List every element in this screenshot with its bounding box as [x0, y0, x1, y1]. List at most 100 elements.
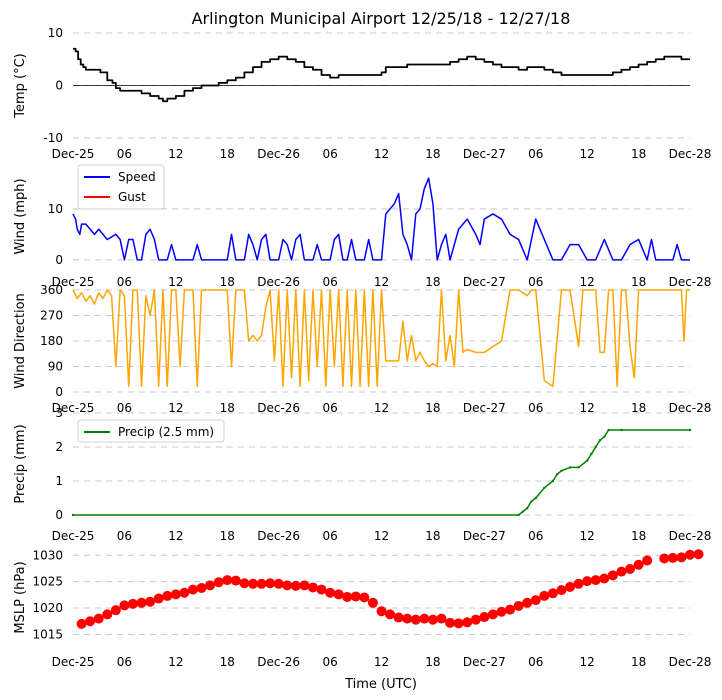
- mslp-point: [213, 577, 224, 588]
- mslp-point: [376, 606, 387, 617]
- mslp-point: [290, 580, 301, 591]
- mslp-point: [282, 580, 293, 591]
- precip-series-line: [73, 429, 690, 516]
- wind-xtick-label: 12: [374, 275, 389, 289]
- mslp-point: [299, 580, 310, 591]
- mslp-point: [230, 575, 241, 586]
- precip-point: [555, 473, 559, 476]
- mslp-point: [119, 600, 130, 611]
- mslp-point: [350, 591, 361, 602]
- wdir-ytick-label: 360: [40, 283, 63, 297]
- temp-ytick-label: 10: [48, 26, 63, 40]
- wind-xtick-label: 06: [322, 275, 337, 289]
- mslp-point: [359, 592, 370, 603]
- precip-point: [594, 445, 597, 449]
- mslp-point: [573, 578, 584, 589]
- wdir-xtick-label: 06: [117, 401, 132, 415]
- precip-point: [530, 500, 533, 503]
- mslp-point: [333, 589, 344, 600]
- mslp-point: [410, 614, 421, 625]
- temp-series-line: [73, 47, 690, 103]
- precip-xtick-label: Dec-26: [257, 529, 300, 543]
- mslp-xtick-label: 06: [322, 655, 337, 669]
- mslp-point: [342, 591, 353, 602]
- precip-xtick-label: 06: [528, 529, 543, 543]
- precip-xtick-label: 06: [117, 529, 132, 543]
- temp-ytick-label: -10: [43, 131, 63, 145]
- mslp-point: [599, 573, 610, 584]
- panel-mslp: 1015 1020 1025 1030 MSLP (hPa) Dec-25 06 12 18 De…: [13, 548, 711, 669]
- wdir-ytick-label: 90: [48, 360, 63, 374]
- mslp-point: [659, 553, 670, 564]
- mslp-y-axis-label: MSLP (hPa): [13, 561, 28, 633]
- panel-wdir: 0 90 180 270 360 Wind Direction Dec-25 06 12 18 De…: [13, 283, 711, 415]
- mslp-point: [547, 588, 558, 599]
- precip-legend-box: [77, 419, 225, 443]
- precip-point: [577, 466, 580, 469]
- mslp-point: [565, 581, 576, 592]
- mslp-ytick-label: 1015: [32, 627, 63, 641]
- wdir-ytick-label: 0: [55, 385, 63, 399]
- precip-xtick-label: Dec-27: [463, 529, 506, 543]
- mslp-point: [196, 583, 207, 593]
- wind-xtick-label: Dec-28: [669, 275, 712, 289]
- mslp-point: [385, 609, 396, 620]
- precip-xtick-label: 18: [425, 529, 440, 543]
- mslp-point: [590, 575, 601, 586]
- wdir-y-axis-label: Wind Direction: [13, 293, 28, 389]
- wdir-xtick-label: 12: [580, 401, 595, 415]
- mslp-point: [693, 549, 704, 560]
- precip-ytick-label: 1: [55, 474, 63, 488]
- precip-ytick-label: 3: [55, 406, 63, 420]
- wind-ytick-label: 0: [55, 253, 63, 267]
- precip-point: [517, 513, 520, 517]
- wind-xtick-label: 12: [168, 275, 183, 289]
- mslp-xtick-label: 12: [168, 655, 183, 669]
- wind-xtick-label: 18: [220, 275, 235, 289]
- wind-xtick-label: 12: [580, 275, 595, 289]
- mslp-point: [667, 552, 678, 563]
- mslp-point: [539, 590, 550, 601]
- temp-xtick-label: 12: [168, 147, 183, 161]
- wind-legend-label: Gust: [118, 190, 146, 204]
- precip-point: [620, 428, 623, 432]
- mslp-point: [93, 613, 104, 624]
- mslp-point: [325, 587, 336, 598]
- mslp-point: [273, 578, 284, 589]
- temp-xtick-label: 12: [374, 147, 389, 161]
- mslp-point: [76, 618, 87, 629]
- mslp-point: [505, 604, 516, 615]
- wind-xtick-label: 18: [425, 275, 440, 289]
- mslp-xtick-label: 06: [117, 655, 132, 669]
- mslp-point: [453, 618, 464, 629]
- mslp-point: [307, 582, 318, 593]
- precip-xtick-label: 12: [374, 529, 389, 543]
- temp-xtick-label: 06: [322, 147, 337, 161]
- mslp-point: [436, 613, 447, 624]
- precip-xtick-label: 12: [580, 529, 595, 543]
- mslp-point: [633, 559, 644, 570]
- precip-point: [525, 507, 529, 510]
- mslp-point: [582, 576, 593, 587]
- mslp-point: [513, 600, 524, 611]
- wdir-xtick-label: 18: [631, 401, 646, 415]
- mslp-xtick-label: Dec-28: [669, 655, 712, 669]
- wdir-xtick-label: 18: [425, 401, 440, 415]
- precip-point: [551, 479, 555, 483]
- temp-ytick-label: 0: [55, 79, 63, 93]
- precip-xtick-label: 18: [220, 529, 235, 543]
- wdir-xtick-label: Dec-27: [463, 401, 506, 415]
- mslp-point: [239, 578, 250, 589]
- mslp-point: [496, 606, 507, 617]
- wind-ytick-label: 10: [48, 202, 63, 216]
- mslp-point: [642, 555, 653, 566]
- x-axis-label: Time (UTC): [344, 677, 417, 692]
- mslp-point: [265, 578, 276, 589]
- mslp-xtick-label: Dec-26: [257, 655, 300, 669]
- temp-xtick-label: 18: [425, 147, 440, 161]
- mslp-xtick-label: 18: [220, 655, 235, 669]
- precip-xtick-label: Dec-28: [669, 529, 712, 543]
- precip-point: [607, 428, 610, 432]
- mslp-ytick-label: 1030: [32, 548, 63, 562]
- precip-ytick-label: 0: [55, 508, 63, 522]
